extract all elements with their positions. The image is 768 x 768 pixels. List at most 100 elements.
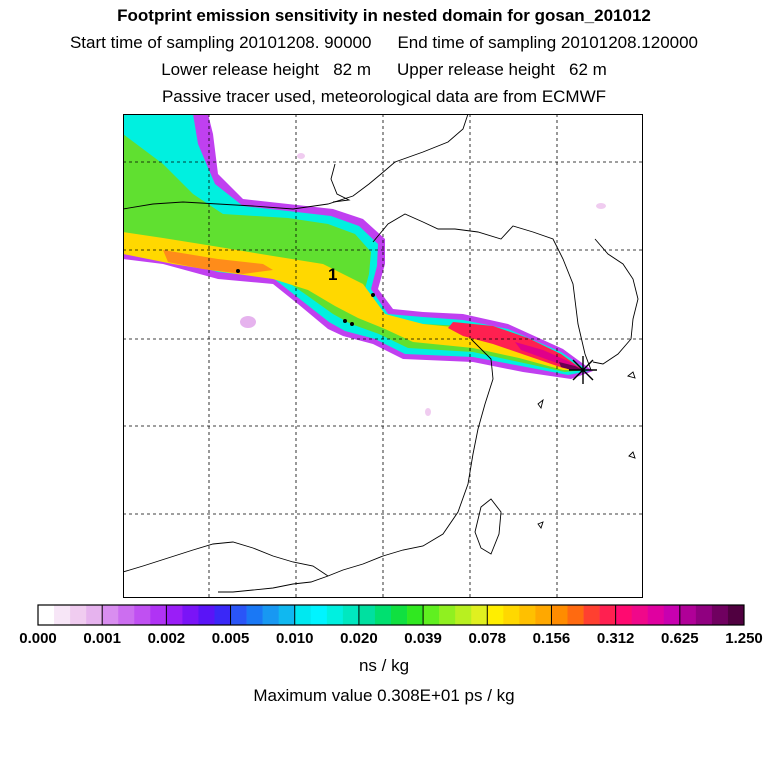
- tracer-note: Passive tracer used, meteorological data…: [161, 87, 607, 106]
- colorbar-cell: [86, 605, 103, 625]
- colorbar-cell: [102, 605, 119, 625]
- colorbar-cell: [70, 605, 87, 625]
- plume-orange: [163, 250, 273, 274]
- colorbar-cell: [599, 605, 616, 625]
- colorbar-cell: [262, 605, 279, 625]
- grid-lines: [123, 114, 643, 598]
- colorbar-cell: [182, 605, 199, 625]
- colorbar-cell: [631, 605, 649, 625]
- sampling-times: Start time of sampling 20101208. 90000 En…: [0, 33, 768, 53]
- colorbar-cell: [727, 605, 745, 625]
- colorbar-tick-label: 0.020: [340, 630, 378, 647]
- colorbar-cell: [407, 605, 424, 625]
- colorbar-cell: [647, 605, 665, 625]
- colorbar-cell: [711, 605, 729, 625]
- colorbar-tick-label: 0.001: [83, 630, 121, 647]
- coast-east: [218, 338, 494, 593]
- city-dot-3: [343, 319, 347, 323]
- border-west: [123, 541, 329, 577]
- coast-main: [123, 114, 469, 210]
- upper-release-height: Upper release height 62 m: [397, 60, 607, 79]
- plume-blob-4: [297, 153, 305, 159]
- colorbar-frame: [37, 604, 745, 626]
- colorbar-cell: [503, 605, 520, 625]
- colorbar-cell: [535, 605, 552, 625]
- island-3: [537, 521, 544, 529]
- colorbar-cell: [679, 605, 697, 625]
- colorbar-cell: [374, 605, 392, 625]
- colorbar-cell: [471, 605, 488, 625]
- colorbar: [37, 604, 745, 626]
- colorbar-tick-label: 0.010: [275, 630, 314, 647]
- taiwan: [474, 498, 502, 555]
- colorbar-cell: [326, 605, 344, 625]
- colorbar-cell: [487, 605, 504, 625]
- coast-north: [330, 163, 351, 203]
- colorbar-cell: [519, 605, 536, 625]
- maximum-value: Maximum value 0.308E+01 ps / kg: [253, 686, 515, 705]
- city-dot-4: [350, 322, 354, 326]
- colorbar-cell: [118, 605, 135, 625]
- figure-title: Footprint emission sensitivity in nested…: [117, 6, 651, 25]
- colorbar-cell: [294, 605, 312, 625]
- lower-release-height: Lower release height 82 m: [161, 60, 371, 79]
- colorbar-cell: [38, 605, 55, 625]
- colorbar-cell: [246, 605, 263, 625]
- colorbar-cell: [230, 605, 247, 625]
- island-4: [537, 398, 544, 410]
- colorbar-cell: [166, 605, 183, 625]
- plume-magenta: [515, 342, 583, 370]
- plume-marker-label: 1: [328, 265, 337, 284]
- receptor-star-icon: [569, 356, 597, 384]
- colorbar-tick-label: 0.000: [19, 630, 57, 647]
- end-sampling: End time of sampling 20101208.120000: [397, 33, 699, 52]
- start-sampling: Start time of sampling 20101208. 90000: [69, 33, 372, 52]
- colorbar-cell: [214, 605, 231, 625]
- plume-maroon: [559, 362, 583, 370]
- colorbar-cell: [615, 605, 632, 625]
- coastlines: [123, 114, 639, 593]
- colorbar-tick-label: 0.625: [661, 630, 699, 647]
- footprint-map: 1: [123, 114, 643, 598]
- city-dot-1: [236, 269, 240, 273]
- colorbar-cells: [37, 605, 745, 625]
- colorbar-cell: [439, 605, 456, 625]
- colorbar-cell: [583, 605, 600, 625]
- plume-blob-3: [596, 203, 606, 209]
- colorbar-tick-label: 0.078: [468, 630, 507, 647]
- map-frame: [123, 114, 643, 598]
- plume-blob-2: [425, 408, 431, 416]
- colorbar-cell: [567, 605, 584, 625]
- coast-bohai: [372, 213, 592, 371]
- colorbar-tick-label: 0.002: [147, 630, 186, 647]
- colorbar-cell: [358, 605, 376, 625]
- colorbar-cell: [342, 605, 360, 625]
- plume-layers: [123, 114, 606, 416]
- colorbar-tick-label: 0.039: [404, 630, 442, 647]
- coast-korea: [592, 238, 639, 365]
- colorbar-cell: [134, 605, 151, 625]
- island-1: [627, 371, 636, 379]
- colorbar-cell: [695, 605, 713, 625]
- colorbar-cell: [278, 605, 296, 625]
- colorbar-tick-label: 1.250: [725, 630, 763, 647]
- colorbar-cell: [310, 605, 328, 625]
- colorbar-cell: [391, 605, 408, 625]
- colorbar-tick-label: 0.005: [211, 630, 250, 647]
- plume-blob-1: [240, 316, 256, 328]
- city-markers: [236, 269, 375, 326]
- colorbar-cell: [198, 605, 215, 625]
- colorbar-cell: [455, 605, 472, 625]
- colorbar-cell: [423, 605, 440, 625]
- colorbar-tick-label: 0.156: [532, 630, 571, 647]
- colorbar-cell: [54, 605, 71, 625]
- colorbar-cell: [551, 605, 568, 625]
- colorbar-tick-label: 0.312: [596, 630, 635, 647]
- city-dot-2: [371, 293, 375, 297]
- release-heights: Lower release height 82 m Upper release h…: [0, 60, 768, 80]
- island-2: [628, 451, 636, 459]
- plume-green: [123, 134, 585, 372]
- colorbar-cell: [150, 605, 167, 625]
- colorbar-unit: ns / kg: [358, 656, 410, 675]
- colorbar-cell: [663, 605, 681, 625]
